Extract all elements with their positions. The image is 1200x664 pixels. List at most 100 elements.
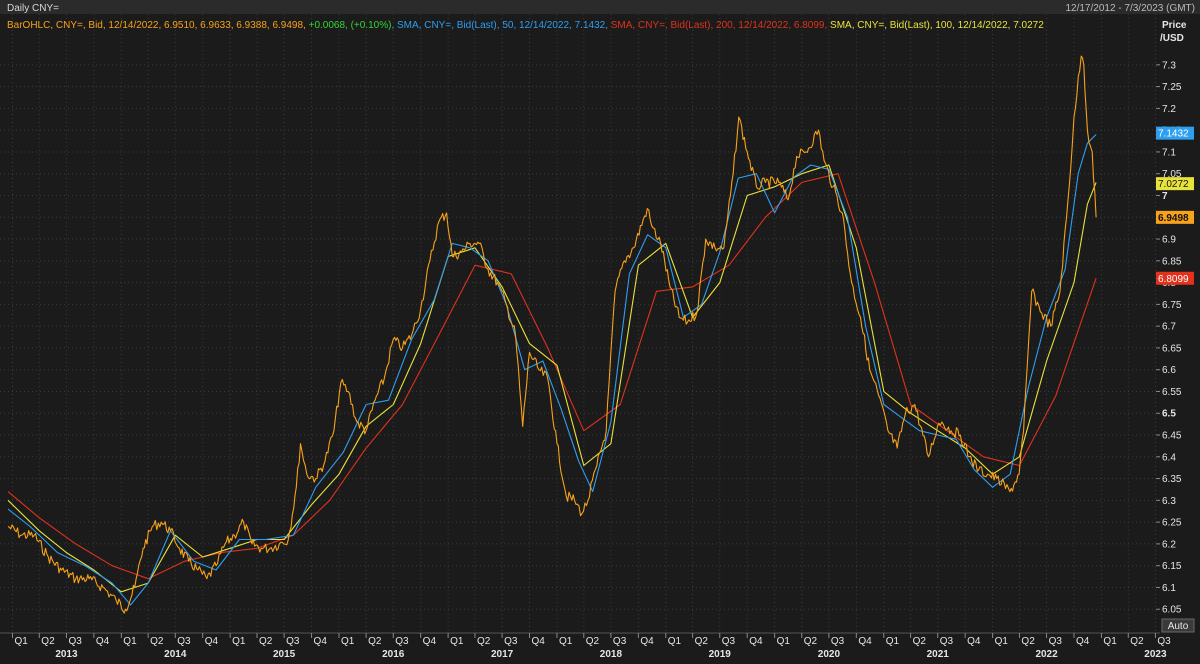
x-quarter-label: Q3: [68, 636, 82, 647]
x-quarter-label: Q4: [96, 636, 110, 647]
y-tick-label: 7: [1162, 191, 1168, 202]
value-label-text: 6.8099: [1158, 274, 1189, 285]
x-quarter-label: Q2: [804, 636, 818, 647]
y-tick-label: 6.05: [1162, 605, 1182, 616]
y-tick-label: 6.25: [1162, 518, 1182, 529]
x-quarter-label: Q3: [286, 636, 300, 647]
x-quarter-label: Q1: [995, 636, 1009, 647]
y-tick-label: 6.65: [1162, 343, 1182, 354]
x-year-label: 2013: [55, 649, 78, 659]
x-quarter-label: Q1: [1103, 636, 1117, 647]
x-quarter-label: Q2: [1021, 636, 1035, 647]
x-quarter-label: Q1: [668, 636, 682, 647]
x-quarter-label: Q3: [1049, 636, 1063, 647]
value-label: 7.0272: [1156, 177, 1194, 191]
legend-segment: +0.0068, (+0.10%): [309, 20, 392, 31]
value-label-bg: [1156, 126, 1194, 140]
x-axis: Q1 Q2 Q3 Q4 Q1 Q2 Q3 Q4 Q1 Q2 Q3 Q4 Q1 Q2 Q3 Q4 Q1 Q2 Q3 Q4…: [11, 633, 1171, 660]
y-tick-label: 6.1: [1162, 583, 1176, 594]
x-quarter-label: Q4: [205, 636, 219, 647]
x-quarter-label: Q1: [559, 636, 573, 647]
series-sma100: [7, 164, 1097, 593]
series-sma50: [7, 134, 1097, 606]
x-axis-panel: [0, 633, 1200, 659]
x-quarter-label: Q1: [777, 636, 791, 647]
x-quarter-label: Q2: [150, 636, 164, 647]
x-year-label: 2020: [818, 649, 841, 659]
x-quarter-label: Q1: [341, 636, 355, 647]
x-year-label: 2018: [600, 649, 623, 659]
value-label: 6.8099: [1156, 271, 1194, 285]
x-quarter-label: Q1: [232, 636, 246, 647]
x-year-label: 2019: [709, 649, 732, 659]
x-quarter-label: Q2: [1130, 636, 1144, 647]
x-quarter-label: Q4: [532, 636, 546, 647]
x-quarter-label: Q1: [450, 636, 464, 647]
auto-button[interactable]: [1161, 618, 1195, 633]
legend-segment: BarOHLC, CNY=, Bid, 12/14/2022, 6.9510, …: [7, 20, 309, 31]
y-tick-label: 6.6: [1162, 365, 1176, 376]
x-quarter-label: Q4: [314, 636, 328, 647]
y-tick-label: 6.75: [1162, 300, 1182, 311]
x-quarter-label: Q2: [41, 636, 55, 647]
y-tick-label: 6.2: [1162, 539, 1176, 550]
value-label-text: 7.0272: [1158, 179, 1189, 190]
y-axis-title-price: Price: [1162, 20, 1187, 31]
x-quarter-label: Q3: [722, 636, 736, 647]
y-tick-label: 6.15: [1162, 561, 1182, 572]
y-tick-label: 6.4: [1162, 452, 1176, 463]
value-label: 6.9498: [1156, 210, 1194, 224]
y-tick-label: 6.5: [1162, 409, 1176, 420]
series-layer: [7, 55, 1097, 614]
y-tick-label: 6.85: [1162, 256, 1182, 267]
y-tick-label: 6.45: [1162, 431, 1182, 442]
x-quarter-label: Q2: [259, 636, 273, 647]
y-tick-label: 6.9: [1162, 235, 1176, 246]
x-quarter-label: Q1: [123, 636, 137, 647]
x-quarter-label: Q3: [613, 636, 627, 647]
series-price: [7, 55, 1097, 614]
value-label-bg: [1156, 177, 1194, 191]
x-year-label: 2015: [273, 649, 296, 659]
x-year-label: 2017: [491, 649, 514, 659]
last-value-labels: 7.1432 7.0272 6.9498 6.8099: [1156, 126, 1194, 285]
legend-segment: SMA, CNY=, Bid(Last), 100, 12/14/2022, 7…: [830, 20, 1044, 31]
x-quarter-label: Q3: [395, 636, 409, 647]
x-year-label: 2022: [1035, 649, 1058, 659]
chart-title: Daily CNY=: [7, 3, 59, 14]
line-sma50: [7, 134, 1097, 606]
value-label-text: 6.9498: [1158, 213, 1189, 224]
auto-button-label: Auto: [1168, 621, 1189, 632]
header-bar: [0, 0, 1200, 14]
x-quarter-label: Q1: [14, 636, 28, 647]
x-year-label: 2014: [164, 649, 187, 659]
y-tick-label: 7.2: [1162, 104, 1176, 115]
x-quarter-label: Q3: [504, 636, 518, 647]
line-sma100: [7, 164, 1097, 593]
x-quarter-label: Q2: [913, 636, 927, 647]
grid: [0, 14, 1156, 633]
y-tick-label: 6.7: [1162, 322, 1176, 333]
x-quarter-label: Q4: [749, 636, 763, 647]
x-quarter-label: Q3: [831, 636, 845, 647]
value-label-bg: [1156, 210, 1194, 224]
y-tick-label: 7.3: [1162, 60, 1176, 71]
x-quarter-label: Q1: [886, 636, 900, 647]
line-price: [7, 55, 1097, 614]
value-label-bg: [1156, 271, 1194, 285]
x-quarter-label: Q4: [967, 636, 981, 647]
x-quarter-label: Q4: [640, 636, 654, 647]
value-label: 7.1432: [1156, 126, 1194, 140]
x-year-label: 2021: [927, 649, 950, 659]
x-year-label: 2016: [382, 649, 405, 659]
x-quarter-label: Q2: [586, 636, 600, 647]
date-range: 12/17/2012 - 7/3/2023 (GMT): [1065, 3, 1195, 14]
legend-segment: , SMA, CNY=, Bid(Last), 50, 12/14/2022, …: [391, 20, 610, 31]
y-tick-label: 6.3: [1162, 496, 1176, 507]
legend-segment: SMA, CNY=, Bid(Last), 200, 12/14/2022, 6…: [611, 20, 830, 31]
line-sma200: [7, 173, 1097, 580]
legend: BarOHLC, CNY=, Bid, 12/14/2022, 6.9510, …: [7, 20, 1044, 31]
